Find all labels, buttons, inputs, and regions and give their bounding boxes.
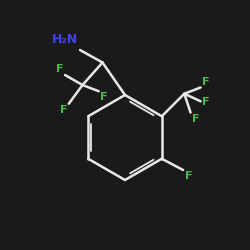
Text: H₂N: H₂N: [52, 33, 78, 46]
Text: F: F: [56, 64, 64, 74]
Text: F: F: [202, 77, 209, 87]
Text: F: F: [100, 92, 108, 102]
Text: F: F: [202, 97, 209, 107]
Text: F: F: [184, 171, 192, 181]
Text: F: F: [60, 105, 68, 115]
Text: F: F: [192, 114, 199, 124]
